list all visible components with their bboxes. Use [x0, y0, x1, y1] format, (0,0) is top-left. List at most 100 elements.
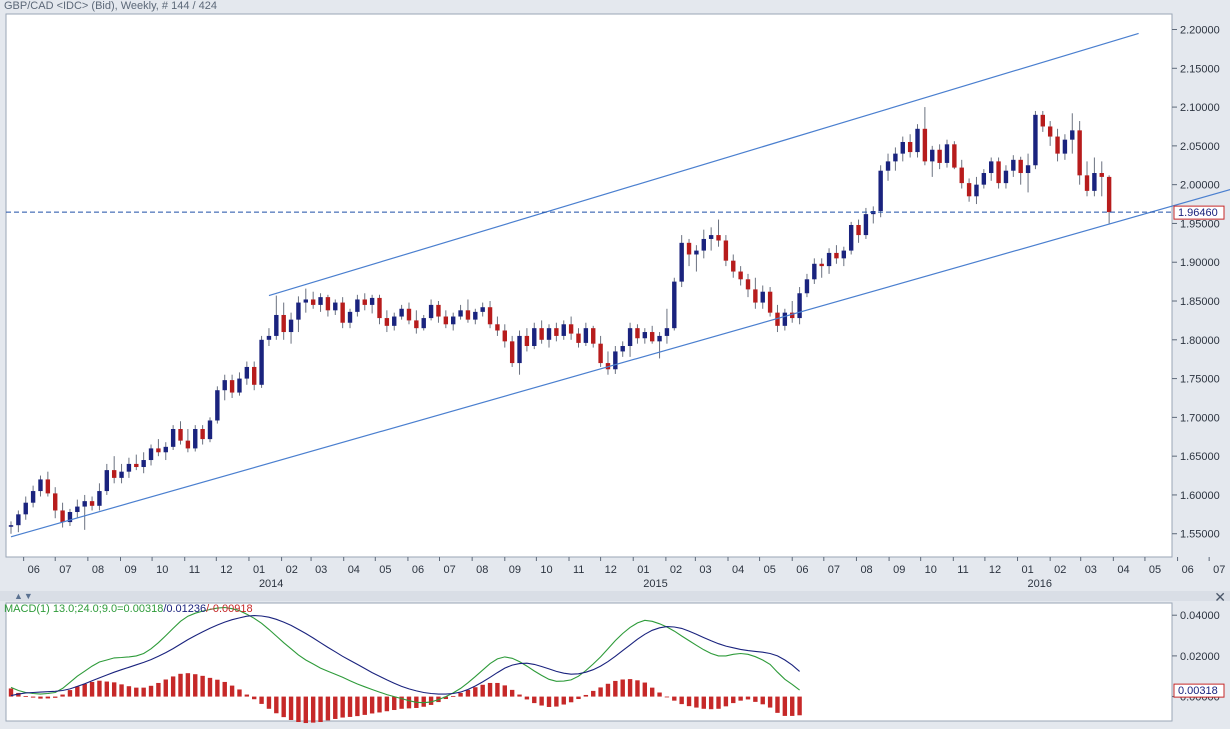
macd-hist-bar: [310, 696, 316, 723]
candle-body: [996, 161, 1001, 184]
candle-body: [716, 235, 721, 241]
time-month-label: 11: [189, 564, 200, 576]
candle-body: [627, 328, 633, 347]
macd-hist-bar: [399, 696, 404, 709]
macd-hist-bar: [340, 696, 345, 718]
macd-hist-bar: [288, 696, 294, 720]
candle-body: [509, 341, 515, 364]
candle-body: [989, 161, 994, 174]
panel-resize-arrows-icon[interactable]: ▲▼: [14, 591, 34, 601]
macd-hist-bar: [244, 694, 250, 697]
macd-histogram-layer: [8, 673, 802, 724]
candle-body: [760, 291, 765, 303]
time-month-label: 04: [1117, 564, 1129, 576]
candle-body: [1055, 136, 1060, 154]
candle-body: [664, 328, 670, 336]
candle-body: [1047, 126, 1053, 137]
macd-hist-bar: [185, 673, 191, 697]
candle-body: [347, 311, 353, 323]
time-month-label: 07: [828, 564, 840, 576]
candle-body: [804, 279, 810, 294]
macd-hist-bar: [318, 696, 323, 723]
price-tick-label: 1.75000: [1180, 374, 1220, 386]
candle-body: [539, 328, 544, 340]
candle-body: [812, 263, 817, 280]
current-price-box: [1173, 205, 1225, 220]
macd-hist-bar: [745, 696, 751, 700]
macd-hist-bar: [686, 696, 692, 707]
candle-body: [38, 479, 43, 492]
macd-hist-bar: [23, 696, 28, 697]
macd-hist-bar: [723, 696, 729, 707]
time-year-label: 2016: [1028, 578, 1052, 590]
candle-body: [878, 170, 883, 212]
time-month-label: 08: [92, 564, 104, 576]
candle-body: [318, 297, 323, 305]
panel-divider[interactable]: [0, 591, 1230, 601]
candle-body: [244, 366, 250, 379]
time-month-label: 04: [348, 564, 360, 576]
candle-body: [163, 446, 168, 453]
macd-hist-bar: [259, 696, 264, 704]
candle-body: [97, 491, 102, 506]
candle-body: [399, 308, 404, 317]
candle-body: [1070, 130, 1075, 140]
candle-body: [797, 293, 802, 319]
macd-hist-bar: [252, 696, 257, 700]
trendline-lower: [10, 188, 1230, 538]
candle-body: [200, 429, 205, 440]
candle-body: [222, 380, 227, 391]
candle-body: [215, 390, 220, 421]
candle-body: [237, 378, 242, 393]
candle-body: [126, 463, 132, 472]
macd-hist-bar: [465, 689, 471, 697]
candle-body: [480, 307, 485, 312]
macd-panel[interactable]: [5, 602, 1173, 722]
macd-lines-layer: [10, 606, 800, 704]
time-month-label: 01: [253, 564, 265, 576]
candle-body: [753, 289, 758, 303]
candle-body: [473, 311, 478, 320]
candle-body: [708, 235, 714, 239]
candle-body: [443, 316, 449, 325]
candle-body: [922, 128, 928, 162]
candle-body: [207, 420, 213, 440]
macd-plot-area[interactable]: [5, 602, 1173, 722]
candle-body: [1011, 159, 1016, 171]
macd-hist-bar: [392, 696, 397, 711]
candle-body: [583, 328, 589, 343]
candle-body: [303, 299, 308, 303]
time-month-label: 12: [220, 564, 232, 576]
macd-hist-bar: [635, 680, 640, 697]
macd-hist-bar: [679, 696, 684, 705]
candle-body: [274, 314, 279, 336]
time-month-label: 04: [732, 564, 744, 576]
candle-body: [1018, 159, 1023, 174]
candle-body: [333, 302, 338, 311]
candle-body: [30, 491, 36, 503]
time-month-label: 06: [412, 564, 424, 576]
candle-body: [819, 263, 824, 267]
candle-body: [598, 343, 603, 364]
chart-title: GBP/CAD <IDC> (Bid), Weekly, # 144 / 424: [4, 0, 217, 12]
macd-hist-bar: [487, 682, 493, 697]
current-price-marker: 1.96460: [6, 205, 1225, 220]
close-panel-icon[interactable]: ✕: [1214, 589, 1226, 605]
price-tick-label: 1.65000: [1180, 451, 1220, 463]
time-month-label: 05: [764, 564, 776, 576]
candle-body: [863, 214, 869, 236]
candle-body: [406, 308, 412, 321]
time-month-label: 03: [315, 564, 327, 576]
price-panel[interactable]: [5, 13, 1173, 558]
candle-body: [185, 440, 191, 449]
price-plot-area[interactable]: [5, 13, 1173, 558]
candle-body: [635, 328, 640, 339]
candle-body: [738, 271, 743, 280]
macd-hist-bar: [141, 687, 146, 697]
macd-hist-bar: [767, 696, 773, 708]
candle-body: [156, 448, 161, 453]
macd-hist-bar: [694, 696, 699, 708]
hist-value: /-0.00918: [206, 603, 253, 615]
macd-legend: MACD(1) 13.0;24.0;9.0=0.00318/0.01236/-0…: [4, 603, 253, 615]
time-month-label: 08: [476, 564, 488, 576]
